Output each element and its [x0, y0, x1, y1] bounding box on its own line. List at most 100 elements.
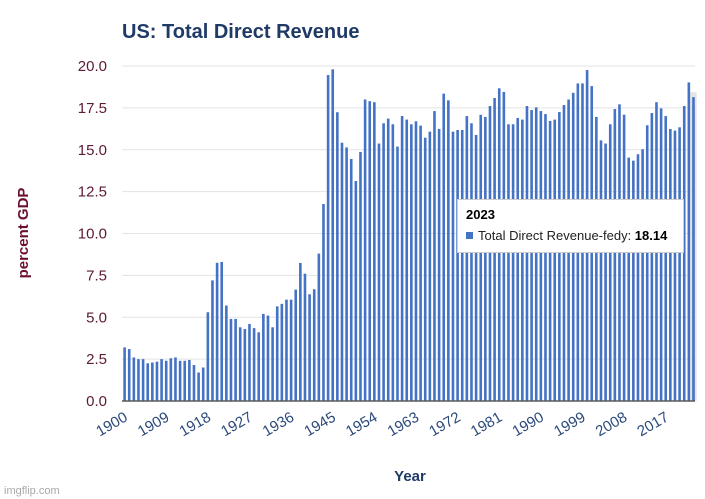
- bar-1973[interactable]: [460, 129, 464, 402]
- bar-1936[interactable]: [289, 299, 293, 401]
- bar-1942[interactable]: [317, 253, 321, 401]
- bar-1931[interactable]: [266, 315, 270, 401]
- bar-1918[interactable]: [206, 312, 210, 401]
- bar-2011[interactable]: [636, 154, 640, 401]
- bar-1958[interactable]: [391, 124, 395, 401]
- bar-1919[interactable]: [211, 280, 214, 401]
- bar-1934[interactable]: [280, 303, 284, 401]
- bar-1913[interactable]: [183, 360, 187, 401]
- bar-2013[interactable]: [645, 125, 649, 401]
- bar-2020[interactable]: [678, 127, 681, 401]
- bar-2010[interactable]: [632, 160, 635, 401]
- bar-1955[interactable]: [377, 143, 381, 402]
- bar-2022[interactable]: [687, 82, 691, 402]
- bar-2017[interactable]: [664, 116, 668, 401]
- bar-1984[interactable]: [511, 124, 515, 401]
- bar-2019[interactable]: [673, 130, 677, 401]
- bar-2016[interactable]: [659, 108, 663, 401]
- bar-1928[interactable]: [252, 328, 256, 401]
- bar-1939[interactable]: [303, 273, 307, 401]
- bar-1971[interactable]: [451, 131, 455, 401]
- bar-1905[interactable]: [146, 363, 150, 401]
- bar-1957[interactable]: [386, 118, 390, 401]
- bar-1944[interactable]: [326, 75, 330, 401]
- bar-1929[interactable]: [257, 332, 261, 401]
- bar-1907[interactable]: [155, 361, 159, 401]
- bar-1995[interactable]: [562, 105, 566, 401]
- bar-1930[interactable]: [262, 313, 265, 401]
- bar-1991[interactable]: [544, 114, 547, 401]
- bar-1956[interactable]: [382, 123, 385, 401]
- bar-1960[interactable]: [400, 116, 404, 401]
- bar-1917[interactable]: [201, 367, 205, 402]
- bar-1975[interactable]: [470, 123, 473, 401]
- bar-1927[interactable]: [248, 323, 251, 401]
- bar-2012[interactable]: [641, 149, 644, 401]
- bar-1916[interactable]: [197, 372, 200, 401]
- bar-1925[interactable]: [238, 327, 242, 401]
- bar-1906[interactable]: [151, 362, 154, 401]
- bar-1911[interactable]: [174, 357, 177, 401]
- bar-1993[interactable]: [553, 119, 557, 401]
- bar-1914[interactable]: [188, 359, 191, 401]
- bar-1920[interactable]: [215, 262, 219, 401]
- bar-2014[interactable]: [650, 113, 654, 401]
- bar-1932[interactable]: [271, 327, 274, 401]
- bar-2009[interactable]: [627, 157, 631, 401]
- bar-1935[interactable]: [285, 299, 288, 401]
- bar-1992[interactable]: [548, 120, 552, 401]
- bar-1909[interactable]: [164, 360, 168, 401]
- bar-2003[interactable]: [599, 140, 603, 401]
- bar-1908[interactable]: [160, 359, 163, 402]
- bar-1983[interactable]: [507, 124, 510, 401]
- bar-1924[interactable]: [234, 318, 237, 401]
- bar-1989[interactable]: [534, 107, 538, 402]
- bar-1945[interactable]: [331, 69, 335, 401]
- bar-1912[interactable]: [178, 360, 182, 401]
- bar-1950[interactable]: [354, 181, 358, 401]
- bar-2008[interactable]: [622, 114, 626, 402]
- bar-1978[interactable]: [484, 116, 487, 402]
- bar-1901[interactable]: [127, 349, 131, 401]
- bar-1963[interactable]: [414, 121, 418, 401]
- bar-1965[interactable]: [423, 137, 427, 401]
- bar-1977[interactable]: [479, 114, 483, 402]
- bar-2006[interactable]: [613, 109, 617, 402]
- bar-1937[interactable]: [294, 289, 298, 401]
- bar-1985[interactable]: [516, 117, 520, 402]
- bar-1974[interactable]: [465, 116, 469, 401]
- bar-1966[interactable]: [428, 131, 432, 401]
- bar-1962[interactable]: [410, 124, 413, 401]
- bar-1921[interactable]: [220, 261, 224, 401]
- bar-1947[interactable]: [340, 142, 344, 401]
- bar-1964[interactable]: [419, 125, 422, 401]
- bar-1941[interactable]: [312, 289, 316, 401]
- bar-1922[interactable]: [225, 305, 228, 401]
- bar-1968[interactable]: [437, 128, 441, 402]
- bar-2018[interactable]: [669, 128, 672, 402]
- bar-1967[interactable]: [433, 111, 436, 401]
- bar-2004[interactable]: [604, 143, 607, 402]
- bar-1990[interactable]: [539, 111, 543, 401]
- bar-2005[interactable]: [608, 124, 612, 401]
- bar-1951[interactable]: [359, 151, 362, 401]
- bar-1969[interactable]: [442, 93, 446, 401]
- bar-2002[interactable]: [595, 116, 598, 402]
- bar-1988[interactable]: [530, 110, 533, 402]
- bar-1976[interactable]: [474, 135, 478, 401]
- bar-1910[interactable]: [169, 358, 173, 401]
- bar-1946[interactable]: [336, 112, 339, 401]
- bar-1948[interactable]: [345, 147, 348, 401]
- bar-2023[interactable]: [692, 97, 695, 402]
- bar-1933[interactable]: [275, 306, 279, 401]
- bar-1986[interactable]: [521, 119, 524, 401]
- bar-2021[interactable]: [682, 106, 686, 401]
- bar-1940[interactable]: [308, 294, 311, 401]
- bar-1987[interactable]: [525, 106, 529, 401]
- bar-1926[interactable]: [243, 328, 247, 401]
- bar-1952[interactable]: [363, 99, 367, 402]
- bar-1970[interactable]: [447, 100, 450, 401]
- bar-1915[interactable]: [192, 364, 196, 401]
- bar-1954[interactable]: [373, 102, 376, 402]
- bar-1900[interactable]: [123, 347, 126, 401]
